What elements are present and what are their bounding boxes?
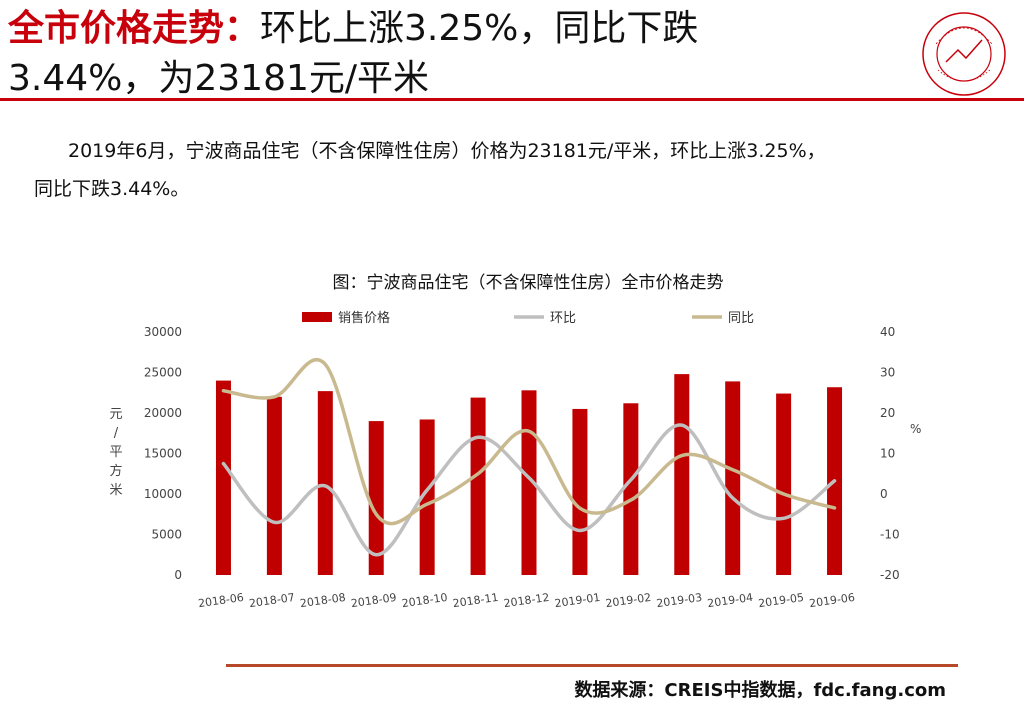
line-series-0 (221, 423, 837, 557)
y-left-tick-label: 20000 (144, 406, 182, 420)
title-divider (0, 98, 1024, 101)
source-divider (226, 664, 958, 667)
y-left-tick-label: 5000 (151, 528, 182, 542)
y-axis-left: 30000 25000 20000 15000 10000 5000 0 (144, 325, 182, 582)
y-left-label-char: 元 (109, 407, 122, 422)
bar-2019-02 (623, 403, 639, 575)
y-right-tick-label: 10 (880, 447, 895, 461)
y-axis-left-label: 元 / 平方米 (109, 407, 122, 498)
x-tick-label: 2019-05 (757, 591, 804, 610)
bar-2019-03 (674, 374, 690, 575)
y-left-tick-label: 25000 (144, 366, 182, 380)
y-axis-right: 40 30 20 10 0 -10 -20 (880, 325, 900, 582)
y-right-tick-label: 40 (880, 325, 895, 339)
legend-label-1: 环比 (550, 311, 576, 326)
y-right-tick-label: 30 (880, 366, 895, 380)
trend-lines (221, 358, 837, 557)
bar-2018-09 (368, 421, 384, 575)
bar-2019-04 (725, 381, 741, 575)
legend-swatch-0 (302, 312, 332, 322)
y-left-tick-label: 15000 (144, 447, 182, 461)
y-right-tick-label: -20 (880, 568, 900, 582)
china-index-academy-logo (922, 12, 1006, 96)
legend-label-2: 同比 (728, 311, 754, 326)
bar-2019-01 (572, 408, 588, 575)
x-tick-label: 2019-03 (656, 591, 703, 610)
bar-2018-07 (266, 396, 282, 575)
price-bars (215, 374, 843, 575)
y-left-tick-label: 10000 (144, 487, 182, 501)
y-right-tick-label: 20 (880, 406, 895, 420)
x-tick-label: 2019-04 (707, 591, 754, 610)
bar-2018-06 (215, 380, 231, 575)
summary-paragraph: 2019年6月，宁波商品住宅（不含保障性住房）价格为23181元/平米，环比上涨… (34, 132, 1004, 208)
legend-label-0: 销售价格 (338, 310, 390, 326)
bar-2018-10 (419, 419, 435, 575)
y-left-label-char: 方 (109, 463, 122, 479)
y-axis-right-label: % (910, 422, 921, 436)
x-tick-label: 2019-01 (554, 591, 601, 610)
bar-2018-11 (470, 397, 486, 575)
line-series-1 (221, 358, 837, 526)
bar-2019-05 (776, 393, 792, 575)
summary-line2: 同比下跌3.44%。 (34, 178, 190, 200)
chart-title: 图：宁波商品住宅（不含保障性住房）全市价格走势 (333, 273, 724, 293)
x-tick-label: 2018-11 (452, 591, 499, 610)
x-tick-label: 2018-07 (248, 591, 295, 610)
y-right-tick-label: -10 (880, 528, 900, 542)
chart-legend: 销售价格 环比 同比 (302, 310, 754, 326)
y-left-tick-label: 30000 (144, 325, 182, 339)
x-tick-label: 2019-06 (808, 591, 855, 610)
x-tick-label: 2018-10 (401, 591, 448, 610)
x-tick-label: 2018-09 (350, 591, 397, 610)
y-left-label-char: 平 (109, 445, 122, 460)
x-tick-label: 2019-02 (605, 591, 652, 610)
title-line2: 3.44%，为23181元/平米 (8, 58, 430, 99)
bar-2018-12 (521, 390, 537, 575)
bar-2018-08 (317, 391, 333, 575)
summary-line1: 2019年6月，宁波商品住宅（不含保障性住房）价格为23181元/平米，环比上涨… (68, 140, 826, 162)
y-left-label-char: 米 (109, 483, 122, 498)
y-right-tick-label: 0 (880, 487, 888, 501)
data-source: 数据来源：CREIS中指数据，fdc.fang.com (574, 680, 946, 701)
title-highlight: 全市价格走势： (8, 8, 261, 49)
x-axis-ticks: 2018-06 2018-07 2018-08 2018-09 2018-10 2018-… (197, 591, 855, 610)
y-left-label-char: / (114, 426, 119, 441)
x-tick-label: 2018-12 (503, 591, 550, 610)
x-tick-label: 2018-06 (197, 591, 244, 610)
page-title: 全市价格走势：环比上涨3.25%，同比下跌 3.44%，为23181元/平米 (8, 4, 908, 104)
y-left-tick-label: 0 (174, 568, 182, 582)
title-line1: 环比上涨3.25%，同比下跌 (260, 8, 699, 49)
x-tick-label: 2018-08 (299, 591, 346, 610)
